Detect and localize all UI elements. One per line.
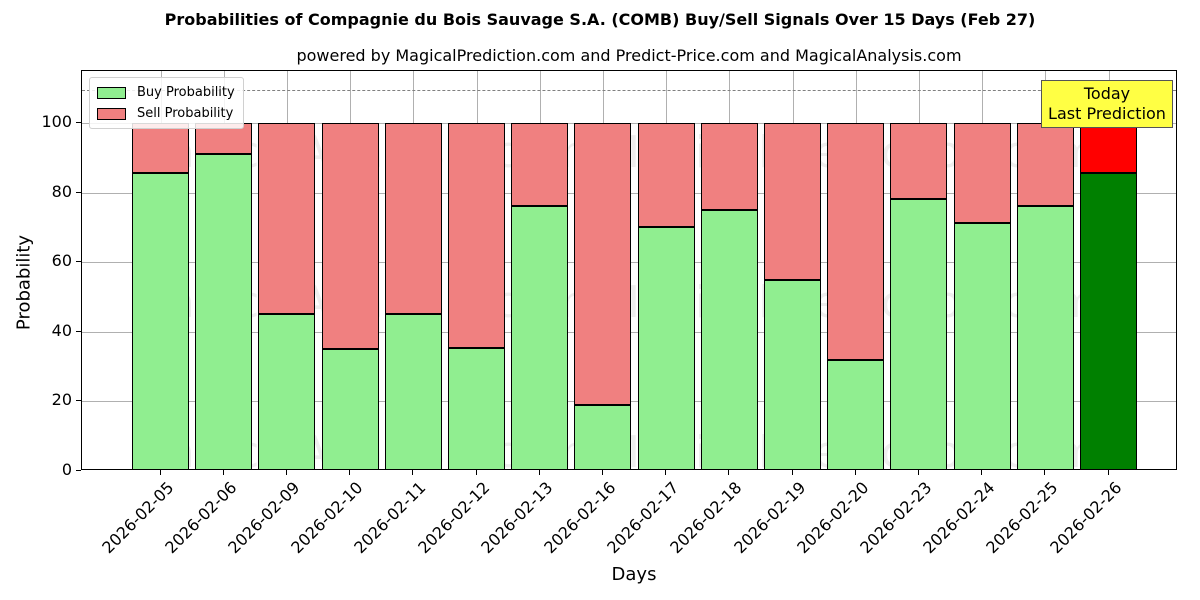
y-tick-mark <box>76 261 81 263</box>
x-tick-mark <box>1107 470 1109 475</box>
sell-segment <box>448 123 505 348</box>
x-tick-mark <box>917 470 919 475</box>
buy-segment <box>132 172 189 469</box>
bar-2026-02-10 <box>321 71 379 469</box>
y-axis-label: Probability <box>13 234 35 331</box>
legend-item-buy: Buy Probability <box>97 82 235 103</box>
sell-segment <box>953 123 1011 223</box>
x-tick-mark <box>791 470 793 475</box>
plot-area: MagicalAnalysis.com MagicalPrediction.co… <box>81 70 1177 470</box>
y-tick-mark <box>76 191 81 193</box>
legend-label-sell: Sell Probability <box>137 106 234 121</box>
buy-segment <box>195 154 253 469</box>
x-tick-mark <box>665 470 667 475</box>
sell-segment <box>511 123 569 206</box>
sell-segment <box>700 123 758 210</box>
bar-2026-02-23 <box>890 71 948 469</box>
x-tick-mark <box>222 470 224 475</box>
x-tick-mark <box>728 470 730 475</box>
legend-item-sell: Sell Probability <box>97 103 235 124</box>
x-tick-mark <box>601 470 603 475</box>
legend-label-buy: Buy Probability <box>137 85 235 100</box>
buy-segment <box>1080 172 1137 469</box>
x-tick-mark <box>981 470 983 475</box>
y-tick-mark <box>76 122 81 124</box>
legend: Buy Probability Sell Probability <box>89 77 244 129</box>
buy-swatch <box>97 86 126 99</box>
bar-2026-02-06 <box>195 71 253 469</box>
annotation-line-2: Last Prediction <box>1048 104 1166 123</box>
chart-subtitle: powered by MagicalPrediction.com and Pre… <box>296 46 962 65</box>
bar-2026-02-19 <box>764 71 821 469</box>
buy-segment <box>448 347 505 469</box>
x-axis-label: Days <box>611 564 657 585</box>
buy-segment <box>827 360 885 469</box>
bar-2026-02-13 <box>511 71 569 469</box>
sell-segment <box>827 123 885 361</box>
x-tick-mark <box>475 470 477 475</box>
buy-segment <box>574 404 632 469</box>
buy-segment <box>384 314 442 469</box>
x-tick-mark <box>412 470 414 475</box>
bar-2026-02-11 <box>384 71 442 469</box>
sell-segment <box>132 123 189 173</box>
bar-2026-02-20 <box>827 71 885 469</box>
bar-2026-02-18 <box>700 71 758 469</box>
x-tick-mark <box>854 470 856 475</box>
today-annotation: Today Last Prediction <box>1041 80 1173 128</box>
y-tick-mark <box>76 330 81 332</box>
x-tick-mark <box>1044 470 1046 475</box>
sell-segment <box>1080 123 1137 173</box>
bar-2026-02-25 <box>1016 71 1074 469</box>
sell-segment <box>637 123 695 227</box>
buy-segment <box>637 226 695 469</box>
bar-2026-02-24 <box>953 71 1011 469</box>
bar-2026-02-05 <box>132 71 189 469</box>
sell-segment <box>574 123 632 405</box>
y-tick-mark <box>76 400 81 402</box>
bar-2026-02-12 <box>448 71 505 469</box>
x-tick-mark <box>349 470 351 475</box>
bar-2026-02-16 <box>574 71 632 469</box>
y-tick-label: 60 <box>51 251 72 271</box>
x-tick-mark <box>538 470 540 475</box>
sell-segment <box>384 123 442 315</box>
chart-title: Probabilities of Compagnie du Bois Sauva… <box>164 10 1036 29</box>
y-tick-label: 0 <box>61 460 72 479</box>
y-tick-mark <box>76 470 81 471</box>
sell-swatch <box>97 107 126 120</box>
y-tick-label: 80 <box>51 181 72 201</box>
buy-segment <box>1016 205 1074 469</box>
buy-segment <box>953 222 1011 469</box>
buy-segment <box>258 314 316 469</box>
x-tick-mark <box>159 470 161 475</box>
buy-segment <box>511 205 569 469</box>
y-tick-label: 100 <box>41 112 72 132</box>
buy-segment <box>764 280 821 469</box>
buy-segment <box>321 349 379 469</box>
buy-segment <box>700 209 758 469</box>
reference-line-110 <box>82 90 1176 91</box>
x-tick-mark <box>285 470 287 475</box>
annotation-line-1: Today <box>1083 84 1131 103</box>
bar-2026-02-17 <box>637 71 695 469</box>
sell-segment <box>764 123 821 281</box>
sell-segment <box>321 123 379 350</box>
y-tick-label: 20 <box>51 390 72 410</box>
sell-segment <box>1016 123 1074 206</box>
sell-segment <box>258 123 316 315</box>
buy-segment <box>890 198 948 469</box>
bar-2026-02-26 <box>1080 71 1137 469</box>
bar-2026-02-09 <box>258 71 316 469</box>
y-tick-label: 40 <box>51 320 72 340</box>
sell-segment <box>890 123 948 199</box>
